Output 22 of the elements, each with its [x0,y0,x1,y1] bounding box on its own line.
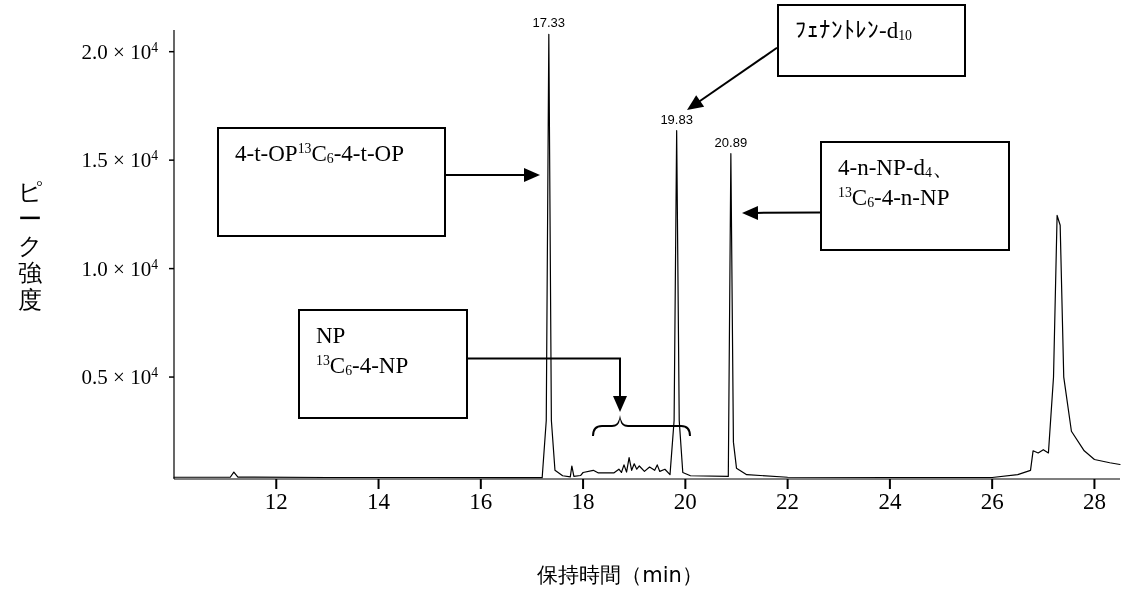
x-tick-label: 28 [1082,489,1106,514]
y-tick-label: 0.5 × 10$^{4}$ [81,364,159,390]
x-axis-title: 保持時間（min） [537,563,703,587]
y-tick-label: 1.5 × 10$^{4}$ [81,147,159,173]
x-tick-label: 12 [264,489,288,514]
annotation: 20.89 [714,134,748,150]
x-tick-label: 16 [469,489,493,514]
x-tick-label: 22 [776,489,800,514]
y-tick-label: 1.0 × 10$^{4}$ [81,256,159,281]
y-tick-label: 2.0 × 10$^{4}$ [81,39,159,64]
y-axis-title: ピーク強度 [17,178,43,314]
annotation: ﾌｪﾅﾝﾄﾚﾝ-d$_{10}$ [777,4,966,77]
x-tick-label: 18 [571,489,595,514]
annotation: 19.83 [660,111,693,127]
x-tick-label: 26 [980,489,1004,514]
x-tick-label: 20 [673,489,697,514]
x-tick-label: 14 [367,489,391,514]
x-tick-label: 24 [878,489,902,514]
annotation: NP $^{13}$C$_{6}$-4-NP [298,309,468,419]
annotation: 4-t-OP$^{13}$C$_{6}$-4-t-OP [217,127,446,237]
text: 4-n-NP-d$_{4}$、$^{13}$C$_{6}$-4-n-NP [838,155,955,210]
annotation: 17.33 [532,15,566,31]
